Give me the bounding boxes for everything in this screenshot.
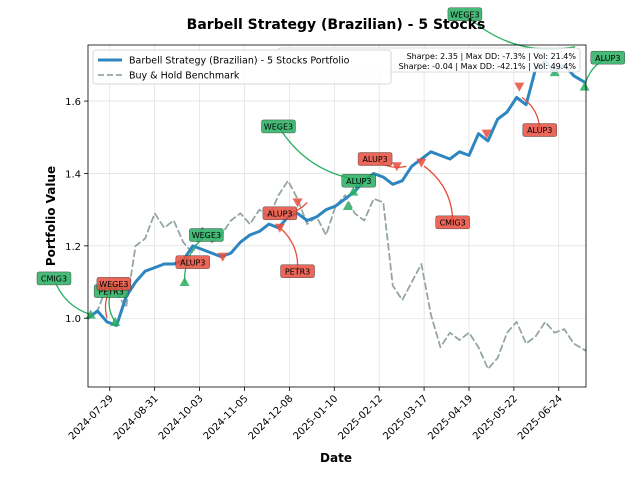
legend-frame [92,49,392,85]
stats-line: Sharpe: 2.35 | Max DD: -7.3% | Vol: 21.4… [407,52,577,61]
annotation-label: PETR3 [98,287,123,296]
grid [88,45,586,387]
annotation-label: WEGE3 [99,280,128,289]
annotation-label: ALUP3 [180,258,205,267]
chart-title: Barbell Strategy (Brazilian) - 5 Stocks [187,17,486,33]
sell-marker [481,129,492,139]
y-tick-label: 1.2 [65,242,81,253]
annotation-label-box [341,174,376,188]
legend: Barbell Strategy (Brazilian) - 5 Stocks … [92,49,392,85]
plot-frame [87,44,587,388]
annotation-label: WEGE3 [192,231,221,240]
annotation-label: CMIG3 [440,219,466,228]
sell-marker [514,82,525,92]
annotation-label: ALUP3 [346,177,371,186]
buy-marker [342,201,353,211]
sell-marker [217,252,228,262]
annotation-label-box [447,7,483,21]
y-tick-label: 1.6 [65,97,81,108]
annotation-label: CMIG3 [41,275,67,284]
buy-marker [579,81,590,91]
annotation-label: WEGE3 [264,123,293,132]
sell-marker [391,162,402,172]
annotation-label-box [189,228,224,242]
stats-line: Sharpe: -0.04 | Max DD: -42.1% | Vol: 49… [399,62,577,71]
y-tick-label: 1.0 [65,314,81,325]
series-lines [88,59,586,370]
legend-entry: Barbell Strategy (Brazilian) - 5 Stocks … [129,56,350,67]
annotation-label: WEGE3 [450,10,479,19]
annotation-label-box [175,255,210,269]
annotation-label-box [590,50,625,65]
buy-marker [348,186,359,196]
annotation-label-box [96,277,132,291]
annotation-label: PETR3 [285,267,310,276]
annotation-label-box [262,206,298,220]
annotation-labels: CMIG3PETR3WEGE3ALUP3WEGE3ALUP3PETR3WEGE3… [36,7,625,298]
buy-marker [110,316,121,326]
annotation-label-box [36,271,72,286]
annotation-label: ALUP3 [362,155,387,164]
portfolio-line [88,59,586,327]
annotation-label-box [261,119,296,134]
annotation-label-box [280,264,315,278]
annotation-label-box [522,123,557,137]
x-axis-label: Date [320,451,352,465]
legend-entry: Buy & Hold Benchmark [129,71,240,82]
annotation-label: ALUP3 [267,209,292,218]
annotation-label: ALUP3 [527,126,552,135]
sell-marker [292,198,303,208]
annotation-label-box [435,215,470,230]
y-axis-label: Portfolio Value [44,166,58,266]
sell-marker [274,223,285,233]
annotation-label: ALUP3 [595,54,620,63]
benchmark-line [88,179,586,370]
y-tick-label: 1.4 [65,169,81,180]
buy-marker [179,277,190,287]
annotation-label-box [357,152,393,166]
sell-marker [416,158,427,168]
